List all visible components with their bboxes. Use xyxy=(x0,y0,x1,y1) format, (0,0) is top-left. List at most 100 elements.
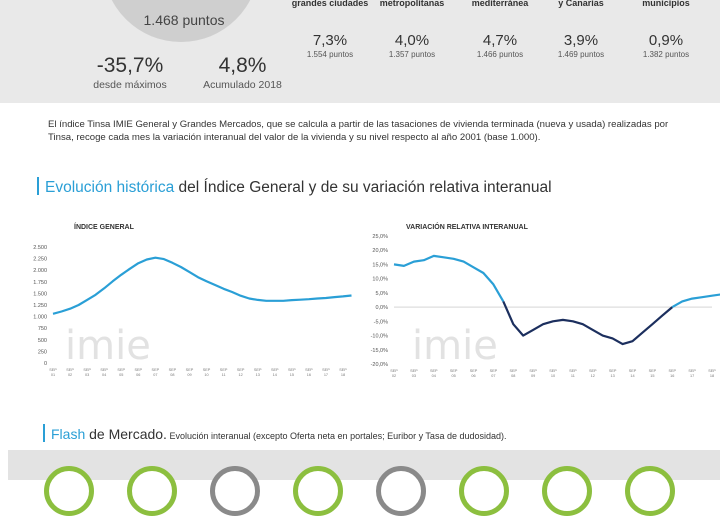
y-tick-label: 1.000 xyxy=(33,315,47,321)
y-tick-label: 2.250 xyxy=(33,257,47,263)
region-points: 1.382 puntos xyxy=(642,50,690,59)
flash-band xyxy=(8,450,720,480)
region-baleares-canarias: y Canarias 3,9% 1.469 puntos xyxy=(541,0,621,60)
chart-indice-general: imie 2.500 2.250 2.000 1.750 1.500 1.250 1.000 7… xyxy=(33,245,352,377)
y-tick-label: 1.250 xyxy=(33,303,47,309)
x-tick-month: SEP xyxy=(609,369,617,373)
x-tick-year: 04 xyxy=(432,374,436,378)
region-label: mediterránea xyxy=(471,0,529,8)
icon-7 xyxy=(542,466,592,516)
x-tick-month: SEP xyxy=(629,369,637,373)
icon-2 xyxy=(127,466,177,516)
x-tick-year: 16 xyxy=(307,373,311,377)
x-tick-year: 07 xyxy=(153,373,157,377)
y-tick-label: -5,0% xyxy=(374,319,388,325)
x-tick-year: 18 xyxy=(341,373,345,377)
x-tick-year: 07 xyxy=(491,374,495,378)
x-tick-month: SEP xyxy=(66,368,74,372)
region-label: municipios xyxy=(642,0,690,8)
kpi-from-max: -35,7% desde máximos xyxy=(90,54,170,92)
kpi-value: 4,8% xyxy=(218,54,267,77)
x-tick-year: 08 xyxy=(511,374,515,378)
x-tick-year: 17 xyxy=(324,373,328,377)
x-tick-year: 11 xyxy=(222,373,226,377)
series-line-2 xyxy=(671,293,720,309)
kpi-accumulated: 4,8% Acumulado 2018 xyxy=(195,54,290,92)
x-tick-year: 06 xyxy=(136,373,140,377)
x-tick-month: SEP xyxy=(237,368,245,372)
region-points: 1.466 puntos xyxy=(476,50,524,59)
y-tick-label: -10,0% xyxy=(371,334,389,340)
x-tick-year: 18 xyxy=(710,374,714,378)
x-tick-year: 02 xyxy=(68,373,72,377)
x-tick-year: 16 xyxy=(670,374,674,378)
x-tick-month: SEP xyxy=(288,368,296,372)
region-pct: 0,9% xyxy=(648,32,684,49)
region-pct: 4,7% xyxy=(482,32,518,49)
region-resto-municipios: municipios 0,9% 1.382 puntos xyxy=(626,0,706,60)
x-tick-month: SEP xyxy=(322,368,330,372)
chart-watermark: imie xyxy=(65,323,151,369)
y-tick-label: 10,0% xyxy=(372,277,388,283)
region-points: 1.554 puntos xyxy=(306,50,354,59)
x-tick-year: 14 xyxy=(630,374,634,378)
x-tick-month: SEP xyxy=(254,368,262,372)
flash-subtitle: Evolución interanual (excepto Oferta net… xyxy=(166,431,507,441)
y-tick-label: 250 xyxy=(38,349,47,355)
x-tick-year: 12 xyxy=(239,373,243,377)
x-tick-month: SEP xyxy=(509,369,517,373)
chart-title-general: ÍNDICE GENERAL xyxy=(74,224,134,231)
x-tick-year: 15 xyxy=(290,373,294,377)
x-tick-year: 11 xyxy=(571,374,575,378)
y-tick-label: 750 xyxy=(38,326,47,332)
x-tick-year: 13 xyxy=(256,373,260,377)
section-heading-highlight: Evolución histórica xyxy=(45,179,175,196)
x-tick-month: SEP xyxy=(668,369,676,373)
x-tick-month: SEP xyxy=(430,369,438,373)
series-line-0 xyxy=(393,254,505,302)
x-tick-month: SEP xyxy=(390,369,398,373)
x-tick-year: 04 xyxy=(102,373,106,377)
kpi-label: Acumulado 2018 xyxy=(203,79,282,91)
y-tick-label: -15,0% xyxy=(371,348,389,354)
x-tick-month: SEP xyxy=(83,368,91,372)
x-tick-month: SEP xyxy=(410,369,418,373)
section-heading: Evolución histórica del Índice General y… xyxy=(37,177,552,197)
x-tick-month: SEP xyxy=(186,368,194,372)
flash-heading-highlight: Flash xyxy=(51,426,86,442)
y-tick-label: 5,0% xyxy=(375,291,388,297)
x-tick-month: SEP xyxy=(470,369,478,373)
flash-heading-rest: de Mercado. xyxy=(85,426,167,442)
y-tick-label: 1.500 xyxy=(33,291,47,297)
x-tick-year: 03 xyxy=(85,373,89,377)
icon-5 xyxy=(376,466,426,516)
x-tick-year: 17 xyxy=(690,374,694,378)
region-points: 1.357 puntos xyxy=(388,50,436,59)
y-tick-label: 2.500 xyxy=(33,245,47,251)
icon-1 xyxy=(44,466,94,516)
region-points: 1.469 puntos xyxy=(557,50,605,59)
y-tick-label: 0,0% xyxy=(375,305,388,311)
x-tick-year: 05 xyxy=(452,374,456,378)
x-tick-year: 01 xyxy=(51,373,55,377)
accent-bar xyxy=(43,424,45,442)
region-pct: 7,3% xyxy=(312,32,348,49)
chart-watermark: imie xyxy=(412,323,498,369)
flash-heading: Flash de Mercado. Evolución interanual (… xyxy=(43,424,507,442)
region-metropolitanas: metropolitanas 4,0% 1.357 puntos xyxy=(372,0,452,60)
x-tick-month: SEP xyxy=(549,369,557,373)
section-heading-rest: del Índice General y de su variación rel… xyxy=(174,179,552,196)
region-label: metropolitanas xyxy=(379,0,445,8)
y-tick-label: 20,0% xyxy=(372,248,388,254)
x-tick-month: SEP xyxy=(100,368,108,372)
x-tick-month: SEP xyxy=(589,369,597,373)
x-tick-month: SEP xyxy=(49,368,57,372)
x-tick-month: SEP xyxy=(339,368,347,372)
x-tick-month: SEP xyxy=(220,368,228,372)
x-tick-month: SEP xyxy=(134,368,142,372)
x-tick-year: 09 xyxy=(531,374,535,378)
x-tick-month: SEP xyxy=(117,368,125,372)
x-tick-year: 08 xyxy=(170,373,174,377)
x-tick-month: SEP xyxy=(649,369,657,373)
x-tick-year: 13 xyxy=(611,374,615,378)
